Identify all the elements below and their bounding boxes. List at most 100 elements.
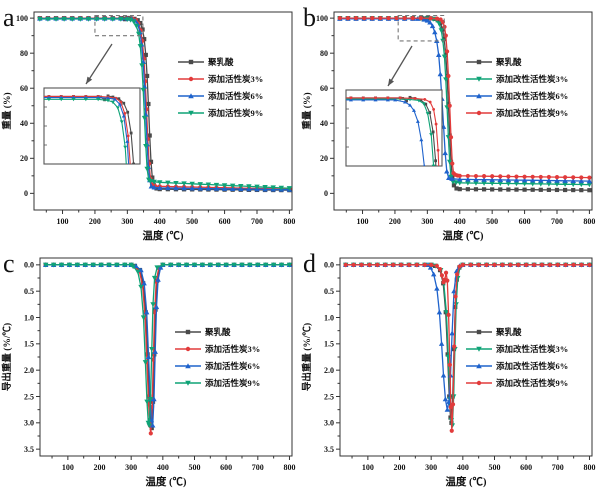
legend-label: 添加改性活性炭6% xyxy=(496,361,568,371)
triangle-down-marker xyxy=(286,186,292,191)
triangle-up-marker xyxy=(143,309,150,315)
circle-marker xyxy=(428,16,433,21)
x-tick-label: 200 xyxy=(94,463,106,472)
legend-entry-3: 添加改性活性炭9% xyxy=(466,108,568,118)
x-tick-label: 700 xyxy=(252,463,264,472)
x-tick-label: 800 xyxy=(283,463,295,472)
triangle-down-marker xyxy=(443,310,450,315)
square-marker xyxy=(428,111,432,114)
triangle-down-marker xyxy=(278,262,285,268)
circle-marker xyxy=(437,266,443,272)
triangle-down-marker xyxy=(189,181,195,187)
legend-label: 添加改性活性炭9% xyxy=(496,108,568,118)
triangle-down-marker xyxy=(69,16,75,22)
y-tick-label: 0.5 xyxy=(324,287,334,296)
triangle-down-marker xyxy=(247,262,253,268)
triangle-up-marker xyxy=(489,177,495,182)
square-marker xyxy=(143,52,148,58)
square-marker xyxy=(434,159,437,163)
triangle-down-marker xyxy=(42,262,49,268)
circle-marker xyxy=(375,262,380,267)
triangle-down-marker xyxy=(157,180,163,186)
circle-marker xyxy=(394,16,399,21)
y-tick-label: 1.0 xyxy=(24,313,34,322)
square-marker xyxy=(530,187,535,192)
triangle-down-marker xyxy=(436,21,442,27)
y-tick-label: 1.0 xyxy=(324,313,334,322)
triangle-up-marker xyxy=(432,29,438,35)
y-tick-label: 1.5 xyxy=(24,340,34,349)
circle-marker xyxy=(571,262,576,267)
triangle-up-marker xyxy=(513,177,520,183)
triangle-down-marker xyxy=(286,262,292,268)
triangle-up-marker xyxy=(348,97,353,102)
circle-marker xyxy=(129,168,132,171)
triangle-down-marker xyxy=(135,269,141,275)
square-marker xyxy=(408,95,412,99)
circle-marker xyxy=(359,262,364,267)
plot-frame xyxy=(39,257,293,457)
triangle-up-marker xyxy=(427,19,433,25)
triangle-up-marker xyxy=(393,97,398,102)
triangle-down-marker xyxy=(71,97,76,102)
x-axis-label: 温度 (℃) xyxy=(445,475,487,488)
triangle-up-marker xyxy=(148,183,155,189)
square-marker xyxy=(514,187,519,192)
legend-entry-2: 添加改性活性炭6% xyxy=(466,91,568,101)
circle-marker xyxy=(449,428,454,433)
circle-marker xyxy=(579,262,584,267)
triangle-down-marker xyxy=(45,16,51,22)
triangle-down-marker xyxy=(46,97,51,102)
circle-marker xyxy=(439,196,442,199)
legend-entry-3: 添加改性活性炭9% xyxy=(466,378,568,388)
chart-b: 100 200 300 400 500 600 700 800 0 20 40 60 80 100 温度 (… xyxy=(301,3,595,242)
x-tick-label: 600 xyxy=(220,463,232,472)
triangle-up-marker xyxy=(429,23,436,29)
triangle-up-marker xyxy=(157,264,164,270)
chart-c: 100 200 300 400 500 600 700 800 0.0 0.5 1.0 1.5 2.0 2… xyxy=(1,249,295,488)
x-tick-label: 500 xyxy=(186,217,198,226)
triangle-up-marker xyxy=(106,96,110,100)
triangle-up-marker xyxy=(435,52,442,58)
circle-marker xyxy=(555,262,560,267)
triangle-down-marker xyxy=(215,262,221,268)
triangle-down-marker xyxy=(441,54,448,60)
y-axis-label: 重量 (%) xyxy=(1,92,13,129)
square-marker xyxy=(498,187,503,192)
triangle-down-marker xyxy=(66,262,73,268)
triangle-down-marker xyxy=(188,110,194,116)
triangle-up-marker xyxy=(221,186,228,191)
triangle-down-marker xyxy=(138,284,144,290)
triangle-up-marker xyxy=(438,341,445,346)
circle-marker xyxy=(516,262,521,267)
square-marker xyxy=(473,187,479,192)
y-tick-label: 2.5 xyxy=(24,392,34,401)
triangle-up-marker xyxy=(424,17,431,23)
triangle-down-marker xyxy=(205,182,212,188)
triangle-down-marker xyxy=(142,360,149,365)
axes: 100 200 300 400 500 600 700 800 0 20 40 60 80 100 xyxy=(16,14,295,226)
square-marker xyxy=(405,99,408,103)
triangle-down-marker xyxy=(151,179,157,185)
triangle-up-marker xyxy=(415,119,420,123)
triangle-down-marker xyxy=(223,262,229,268)
circle-marker xyxy=(337,16,342,21)
circle-marker xyxy=(351,262,356,267)
circle-marker xyxy=(476,262,481,267)
square-marker xyxy=(154,186,159,191)
legend-label: 添加改性活性炭9% xyxy=(496,378,568,388)
circle-marker xyxy=(399,262,404,267)
circle-marker xyxy=(362,16,367,21)
square-marker xyxy=(129,131,133,135)
panel-c: 100 200 300 400 500 600 700 800 0.0 0.5 1.0 1.5 2.0 2… xyxy=(0,246,300,492)
triangle-down-marker xyxy=(262,185,268,190)
panel-letter: a xyxy=(3,3,15,32)
circle-marker xyxy=(370,16,375,21)
triangle-down-marker xyxy=(98,262,104,268)
legend-entry-0: 聚乳酸 xyxy=(466,327,522,337)
triangle-up-marker xyxy=(151,184,157,190)
series-markers-3 xyxy=(42,262,292,429)
triangle-down-marker xyxy=(127,17,134,23)
panel-letter: d xyxy=(303,249,316,278)
circle-marker xyxy=(185,346,191,352)
